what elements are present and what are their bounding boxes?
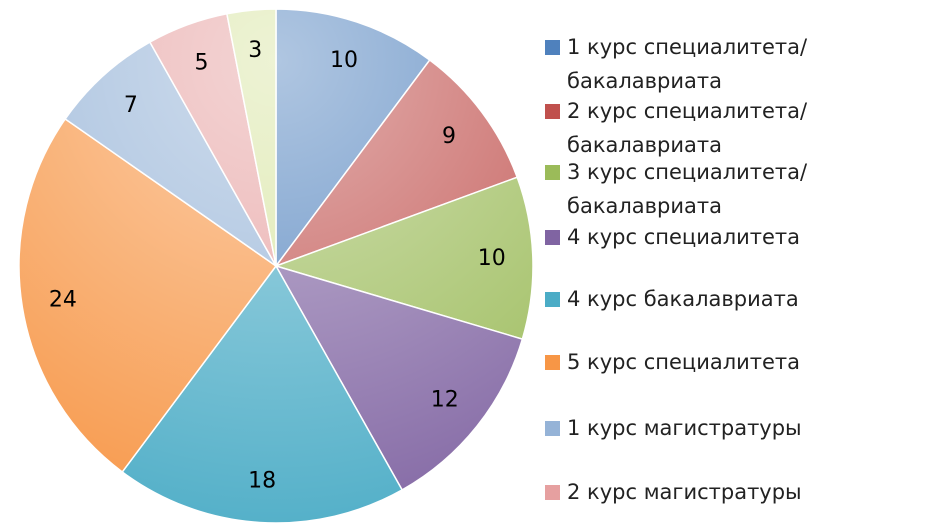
- data-label: 12: [431, 388, 459, 413]
- legend-label: 1 курс магистратуры: [567, 416, 802, 440]
- legend-label: 2 курс специалитета/бакалавриата: [567, 99, 808, 157]
- legend-entry: 5 курс специалитета: [545, 345, 915, 379]
- legend-swatch: [545, 292, 560, 307]
- legend-entry: 4 курс бакалавриата: [545, 282, 915, 316]
- legend-swatch: [545, 104, 560, 119]
- legend-entry: 2 курс специалитета/бакалавриата: [545, 94, 915, 162]
- data-label: 24: [49, 287, 77, 312]
- legend-label: 5 курс специалитета: [567, 350, 801, 374]
- data-label: 9: [442, 124, 456, 149]
- legend-swatch: [545, 165, 560, 180]
- legend-label: 4 курс бакалавриата: [567, 287, 799, 311]
- data-label: 7: [124, 93, 138, 118]
- data-label: 18: [248, 468, 276, 493]
- legend-label: 3 курс специалитета/бакалавриата: [567, 160, 808, 218]
- legend-swatch: [545, 230, 560, 245]
- legend-swatch: [545, 355, 560, 370]
- legend-entry: 4 курс специалитета: [545, 220, 915, 254]
- data-label: 10: [478, 246, 506, 271]
- pie-chart: 10 9 10 12 18 24 7 5 3: [18, 8, 534, 524]
- data-label: 3: [248, 38, 262, 63]
- legend-label: 2 курс магистратуры: [567, 480, 802, 504]
- legend-swatch: [545, 40, 560, 55]
- legend-entry: 1 курс магистратуры: [545, 411, 915, 445]
- data-label: 5: [194, 50, 208, 75]
- data-label: 10: [330, 48, 358, 73]
- legend-swatch: [545, 485, 560, 500]
- legend-label: 4 курс специалитета: [567, 225, 801, 249]
- legend-entry: 1 курс специалитета/бакалавриата: [545, 30, 915, 98]
- legend-entry: 3 курс специалитета/бакалавриата: [545, 155, 915, 223]
- legend-entry: 2 курс магистратуры: [545, 475, 915, 509]
- legend-label: 1 курс специалитета/бакалавриата: [567, 35, 808, 93]
- legend-swatch: [545, 421, 560, 436]
